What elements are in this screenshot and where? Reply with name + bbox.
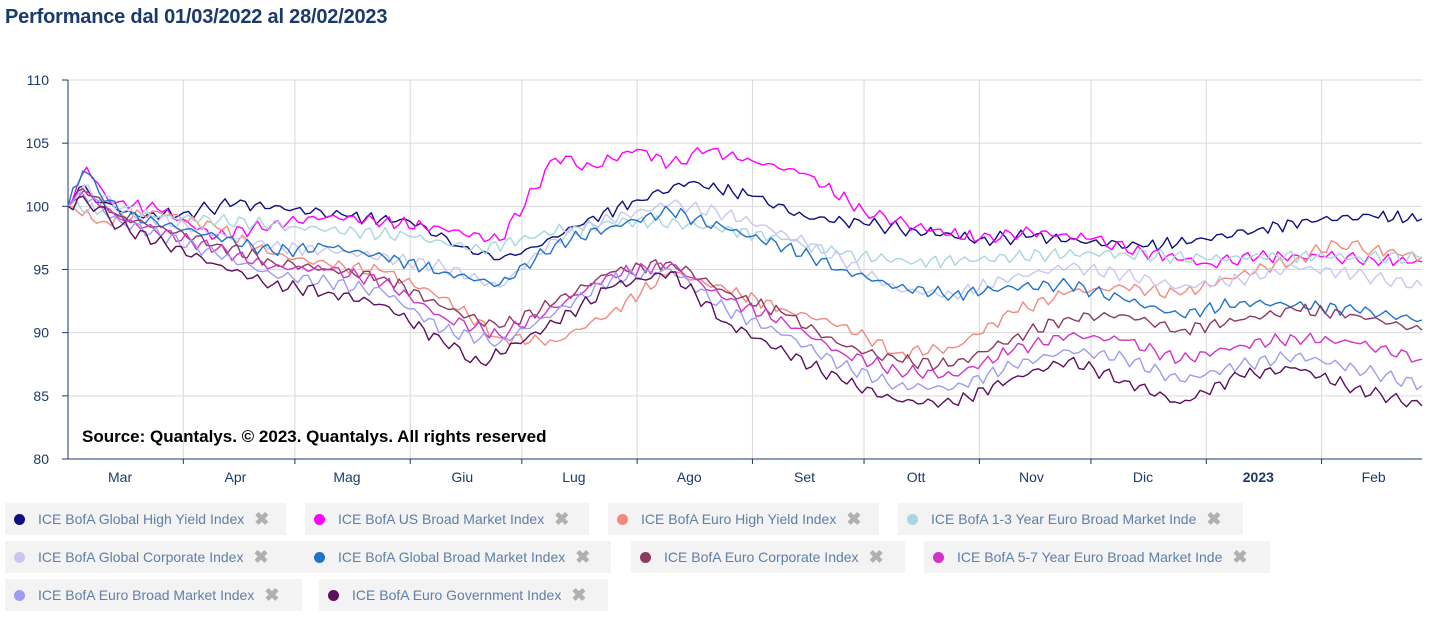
remove-series-icon[interactable]: ✖	[253, 547, 269, 567]
series-line	[67, 201, 1423, 269]
y-tick-label: 105	[26, 135, 50, 151]
legend-item[interactable]: ICE BofA Global High Yield Index ✖	[5, 503, 286, 535]
legend-item[interactable]: ICE BofA Euro Government Index ✖	[319, 579, 608, 611]
legend-item[interactable]: ICE BofA Euro High Yield Index ✖	[608, 503, 879, 535]
legend-item[interactable]: ICE BofA Euro Broad Market Index ✖	[5, 579, 302, 611]
legend-label: ICE BofA Euro Government Index	[352, 587, 562, 603]
y-tick-label: 110	[27, 72, 50, 88]
legend-label: ICE BofA Euro Corporate Index	[664, 549, 859, 565]
legend-label: ICE BofA Global High Yield Index	[38, 511, 245, 527]
series-line	[67, 184, 1423, 300]
legend-color-dot	[907, 513, 918, 525]
legend-label: ICE BofA Global Broad Market Index	[338, 549, 566, 565]
series-line	[67, 187, 1423, 371]
legend-color-dot	[933, 551, 944, 563]
series-line	[67, 170, 1423, 323]
remove-series-icon[interactable]: ✖	[575, 547, 591, 567]
legend-color-dot	[14, 551, 25, 563]
x-tick-label: Mar	[108, 469, 132, 485]
legend-color-dot	[314, 513, 325, 525]
source-note: Source: Quantalys. © 2023. Quantalys. Al…	[82, 427, 546, 446]
series-line	[67, 146, 1423, 269]
remove-series-icon[interactable]: ✖	[1232, 547, 1248, 567]
x-tick-label: Dic	[1133, 469, 1153, 485]
x-tick-label: Ott	[907, 469, 926, 485]
legend-color-dot	[14, 513, 25, 525]
series-line	[67, 180, 1423, 261]
remove-series-icon[interactable]: ✖	[264, 585, 280, 605]
series-line	[67, 190, 1423, 379]
remove-series-icon[interactable]: ✖	[846, 509, 862, 529]
legend-label: ICE BofA Euro High Yield Index	[641, 511, 837, 527]
series-line	[67, 195, 1423, 408]
x-tick-label: Feb	[1362, 469, 1386, 485]
remove-series-icon[interactable]: ✖	[554, 509, 570, 529]
remove-series-icon[interactable]: ✖	[1206, 509, 1222, 529]
performance-line-chart: 80 85 90 95 100 105 110 Mar Apr Mag Giu Lug Ago Set Ot…	[26, 72, 1423, 485]
legend-item[interactable]: ICE BofA Global Corporate Index ✖	[5, 541, 306, 573]
remove-series-icon[interactable]: ✖	[571, 585, 587, 605]
y-tick-label: 95	[33, 262, 49, 278]
legend-color-dot	[14, 589, 25, 601]
legend-item[interactable]: ICE BofA 1-3 Year Euro Broad Market Inde…	[898, 503, 1243, 535]
x-tick-label: Ago	[677, 469, 702, 485]
remove-series-icon[interactable]: ✖	[254, 509, 270, 529]
axis-layer: 80 85 90 95 100 105 110 Mar Apr Mag Giu Lug Ago Set Ot…	[26, 72, 1422, 485]
legend-label: ICE BofA Euro Broad Market Index	[38, 587, 255, 603]
legend-label: ICE BofA US Broad Market Index	[338, 511, 545, 527]
x-tick-label: Nov	[1019, 469, 1044, 485]
x-tick-label: Apr	[224, 469, 246, 485]
legend-color-dot	[328, 589, 339, 601]
y-tick-label: 90	[33, 325, 49, 341]
remove-series-icon[interactable]: ✖	[868, 547, 884, 567]
legend-label: ICE BofA 1-3 Year Euro Broad Market Inde	[931, 511, 1197, 527]
series-line	[67, 205, 1423, 360]
series-layer	[67, 146, 1423, 408]
y-tick-label: 85	[33, 388, 49, 404]
x-tick-label: Mag	[333, 469, 360, 485]
legend-color-dot	[314, 551, 325, 563]
x-tick-label: Giu	[451, 469, 473, 485]
legend-item[interactable]: ICE BofA Euro Corporate Index ✖	[631, 541, 905, 573]
grid-layer	[68, 79, 1422, 460]
series-line	[67, 192, 1423, 391]
x-tick-label: Set	[794, 469, 815, 485]
legend-color-dot	[617, 513, 628, 525]
legend-label: ICE BofA Global Corporate Index	[38, 549, 244, 565]
legend-item[interactable]: ICE BofA US Broad Market Index ✖	[305, 503, 589, 535]
legend-color-dot	[640, 551, 651, 563]
x-tick-label: 2023	[1243, 469, 1274, 485]
legend-item[interactable]: ICE BofA Global Broad Market Index ✖	[305, 541, 611, 573]
legend-item[interactable]: ICE BofA 5-7 Year Euro Broad Market Inde…	[924, 541, 1270, 573]
x-tick-label: Lug	[562, 469, 585, 485]
legend-label: ICE BofA 5-7 Year Euro Broad Market Inde	[957, 549, 1223, 565]
y-tick-label: 100	[26, 198, 50, 214]
y-tick-label: 80	[33, 451, 49, 467]
chart-title: Performance dal 01/03/2022 al 28/02/2023	[5, 6, 388, 28]
